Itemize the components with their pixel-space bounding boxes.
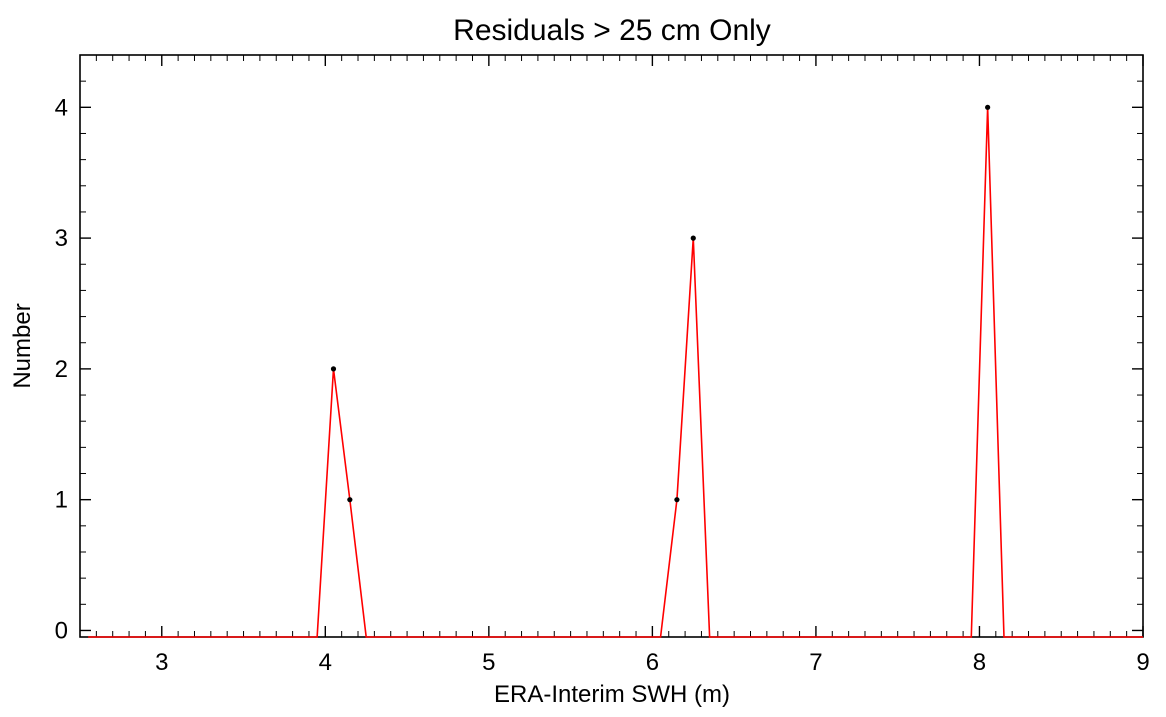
- y-tick-label: 1: [55, 487, 68, 514]
- data-point: [674, 497, 680, 503]
- series: [88, 104, 1143, 638]
- data-point: [347, 497, 353, 503]
- y-tick-label: 2: [55, 356, 68, 383]
- y-axis-label: Number: [9, 303, 36, 388]
- x-tick-label: 4: [319, 649, 332, 676]
- x-tick-label: 3: [155, 649, 168, 676]
- plot-frame: [79, 54, 1144, 638]
- data-point: [330, 366, 337, 372]
- tick-labels: 3 4 5 6 7 8 9 0 1 2 3 4: [55, 94, 1150, 676]
- ticks: [79, 54, 1144, 637]
- data-point: [985, 104, 991, 110]
- x-tick-label: 8: [973, 649, 986, 676]
- series-line: [88, 107, 1143, 638]
- data-point: [690, 235, 696, 241]
- x-tick-label: 9: [1136, 649, 1149, 676]
- y-tick-label: 0: [55, 617, 68, 644]
- x-tick-label: 6: [646, 649, 659, 676]
- x-tick-label: 5: [482, 649, 495, 676]
- x-axis-label: ERA-Interim SWH (m): [494, 681, 730, 708]
- y-tick-label: 4: [55, 94, 68, 121]
- chart-title: Residuals > 25 cm Only: [453, 14, 771, 47]
- y-tick-label: 3: [55, 225, 68, 252]
- x-tick-label: 7: [809, 649, 822, 676]
